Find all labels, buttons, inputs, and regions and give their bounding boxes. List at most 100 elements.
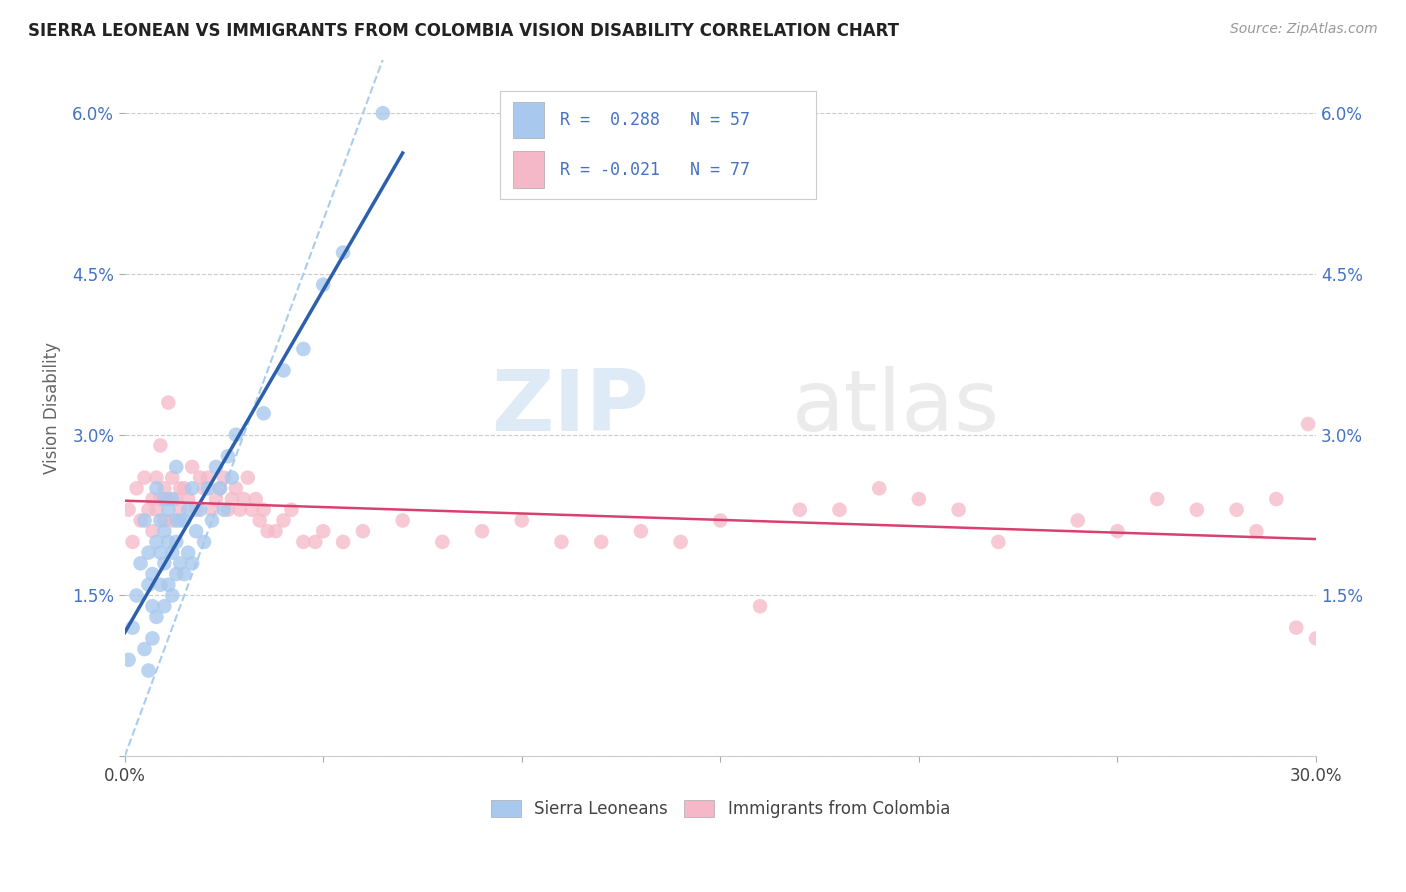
Point — [208, 481, 231, 495]
Point — [197, 470, 219, 484]
Point — [153, 513, 176, 527]
Text: Source: ZipAtlas.com: Source: ZipAtlas.com — [1230, 22, 1378, 37]
Point — [669, 535, 692, 549]
Point — [1107, 524, 1129, 538]
Point — [121, 535, 143, 549]
Point — [236, 470, 259, 484]
Text: ZIP: ZIP — [491, 367, 648, 450]
Point — [245, 491, 267, 506]
Point — [391, 513, 413, 527]
Point — [169, 502, 191, 516]
Point — [117, 502, 139, 516]
Legend: Sierra Leoneans, Immigrants from Colombia: Sierra Leoneans, Immigrants from Colombi… — [484, 793, 956, 824]
Point — [157, 502, 180, 516]
Point — [292, 535, 315, 549]
Point — [217, 502, 239, 516]
Point — [162, 491, 184, 506]
Point — [292, 342, 315, 356]
Point — [149, 491, 172, 506]
Point — [225, 481, 247, 495]
Point — [153, 491, 176, 506]
Point — [630, 524, 652, 538]
Text: SIERRA LEONEAN VS IMMIGRANTS FROM COLOMBIA VISION DISABILITY CORRELATION CHART: SIERRA LEONEAN VS IMMIGRANTS FROM COLOMB… — [28, 22, 898, 40]
Point — [153, 524, 176, 538]
Point — [117, 653, 139, 667]
Point — [432, 535, 454, 549]
Point — [1067, 513, 1090, 527]
Point — [188, 502, 211, 516]
Point — [181, 459, 204, 474]
Point — [184, 502, 207, 516]
Point — [129, 513, 152, 527]
Point — [162, 513, 184, 527]
Point — [145, 610, 167, 624]
Point — [145, 470, 167, 484]
Point — [1185, 502, 1208, 516]
Point — [229, 502, 252, 516]
Point — [141, 567, 163, 582]
Point — [165, 567, 187, 582]
Point — [249, 513, 271, 527]
Point — [145, 502, 167, 516]
Point — [948, 502, 970, 516]
Point — [205, 459, 228, 474]
Point — [188, 470, 211, 484]
Point — [138, 664, 160, 678]
Point — [149, 578, 172, 592]
Point — [828, 502, 851, 516]
Point — [169, 481, 191, 495]
Point — [149, 546, 172, 560]
Point — [256, 524, 278, 538]
Point — [1246, 524, 1268, 538]
Point — [169, 557, 191, 571]
Point — [153, 599, 176, 614]
Point — [165, 491, 187, 506]
Point — [789, 502, 811, 516]
Point — [145, 535, 167, 549]
Point — [181, 481, 204, 495]
Point — [162, 546, 184, 560]
Point — [138, 502, 160, 516]
Point — [165, 459, 187, 474]
Point — [273, 513, 295, 527]
Point — [125, 589, 148, 603]
Point — [205, 491, 228, 506]
Point — [121, 621, 143, 635]
Point — [177, 546, 200, 560]
Point — [550, 535, 572, 549]
Point — [273, 363, 295, 377]
Point — [987, 535, 1010, 549]
Point — [217, 449, 239, 463]
Point — [141, 491, 163, 506]
Point — [173, 567, 195, 582]
Point — [1296, 417, 1319, 431]
Point — [157, 578, 180, 592]
Point — [240, 502, 263, 516]
Point — [868, 481, 890, 495]
Point — [208, 481, 231, 495]
Point — [157, 395, 180, 409]
Point — [332, 535, 354, 549]
Point — [1285, 621, 1308, 635]
Point — [173, 513, 195, 527]
Point — [709, 513, 731, 527]
Point — [221, 470, 243, 484]
Point — [312, 524, 335, 538]
Point — [177, 491, 200, 506]
Point — [1305, 632, 1327, 646]
Point — [193, 535, 215, 549]
Point — [264, 524, 287, 538]
Point — [138, 546, 160, 560]
Point — [153, 481, 176, 495]
Point — [371, 106, 394, 120]
Point — [134, 513, 156, 527]
Point — [153, 557, 176, 571]
Point — [165, 535, 187, 549]
Point — [193, 481, 215, 495]
Point — [149, 438, 172, 452]
Point — [471, 524, 494, 538]
Point — [173, 481, 195, 495]
Point — [280, 502, 302, 516]
Point — [212, 470, 235, 484]
Point — [141, 632, 163, 646]
